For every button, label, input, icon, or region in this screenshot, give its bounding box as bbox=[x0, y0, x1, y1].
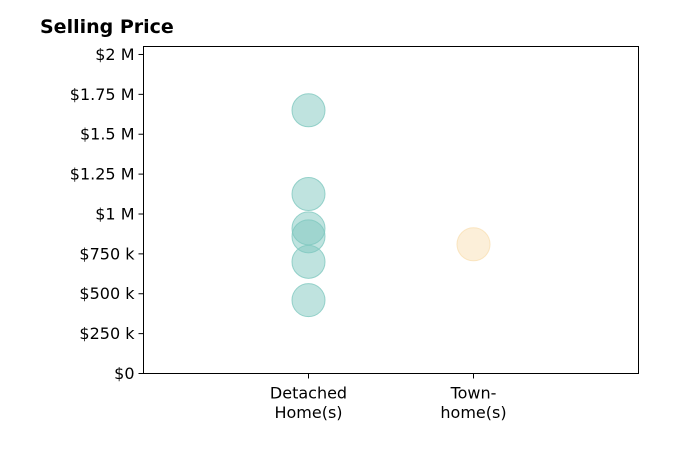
points-layer bbox=[291, 93, 491, 318]
x-tick-label-line: home(s) bbox=[440, 403, 506, 422]
y-tick-label: $750 k bbox=[79, 244, 135, 263]
data-point bbox=[456, 227, 491, 262]
x-tick-label-line: Home(s) bbox=[274, 403, 342, 422]
y-tick-label: $1 M bbox=[95, 204, 134, 223]
x-tick-label-line: Detached bbox=[270, 384, 347, 403]
y-tick-label: $1.75 M bbox=[70, 85, 135, 104]
y-tick-label: $250 k bbox=[79, 324, 135, 343]
plot-frame bbox=[143, 46, 639, 374]
data-point bbox=[291, 177, 326, 212]
data-point bbox=[291, 283, 326, 318]
x-axis: Detached Home(s) Town-home(s) bbox=[270, 373, 507, 423]
data-point bbox=[291, 93, 326, 128]
y-tick-label: $0 bbox=[114, 364, 134, 383]
y-tick-label: $2 M bbox=[95, 45, 134, 64]
data-point bbox=[291, 244, 326, 279]
x-tick-label-line: Town- bbox=[450, 384, 497, 403]
y-tick-label: $1.25 M bbox=[70, 165, 135, 184]
x-tick-label: Town-home(s) bbox=[440, 384, 506, 423]
y-tick-label: $1.5 M bbox=[80, 125, 135, 144]
chart-title: Selling Price bbox=[40, 16, 174, 38]
y-axis: $0 $250 k $500 k $750 k $1 M $1.25 M $1.5 M $1.… bbox=[70, 45, 144, 383]
x-tick-label: Detached Home(s) bbox=[270, 384, 347, 423]
y-tick-label: $500 k bbox=[79, 284, 135, 303]
